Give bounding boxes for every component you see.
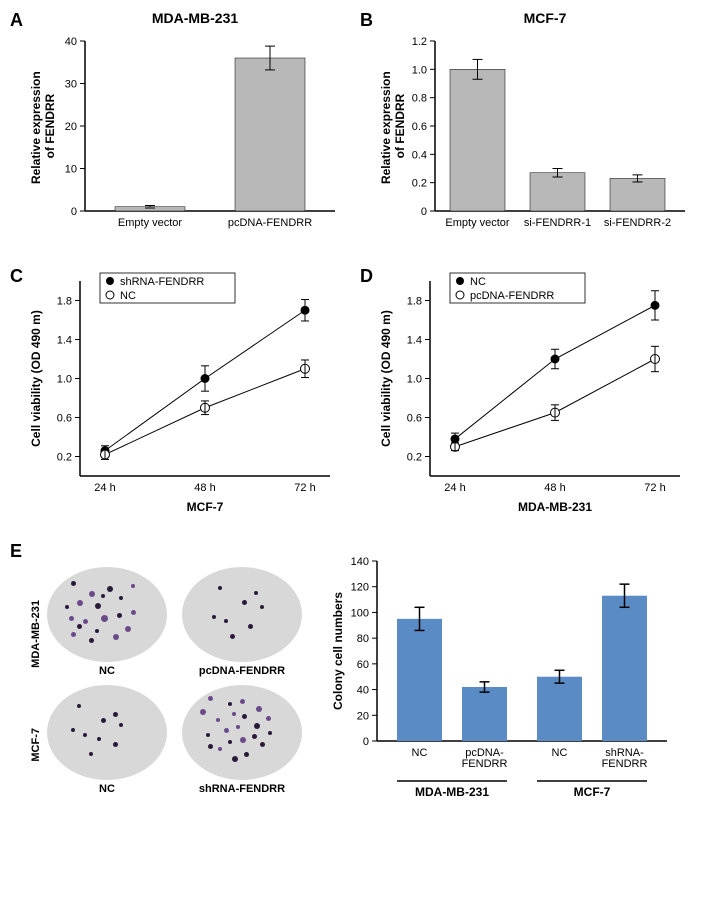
row-3: E MDA-MB-231 MCF-7 NC pcDNA-FENDRR NC sh… bbox=[10, 541, 700, 811]
bar-nc-mcf bbox=[537, 677, 582, 741]
row-1: A MDA-MB-231 0 10 20 30 40 Empty vector bbox=[10, 10, 700, 251]
svg-text:0.8: 0.8 bbox=[412, 93, 427, 105]
svg-text:MCF-7: MCF-7 bbox=[187, 500, 224, 514]
svg-text:pcDNA-FENDRR: pcDNA-FENDRR bbox=[462, 747, 508, 770]
panel-a-title: MDA-MB-231 bbox=[40, 10, 350, 26]
svg-text:Relative expression of F: Relative expression of FENDRR bbox=[29, 68, 57, 184]
bar-empty-vector-b bbox=[450, 69, 505, 211]
svg-text:0: 0 bbox=[421, 206, 427, 218]
panel-b-title: MCF-7 bbox=[390, 10, 700, 26]
svg-text:si-FENDRR-1: si-FENDRR-1 bbox=[524, 217, 591, 229]
colony-mcf-nc bbox=[47, 685, 167, 780]
svg-text:0.2: 0.2 bbox=[412, 178, 427, 190]
svg-text:30: 30 bbox=[65, 79, 77, 91]
row-2: C 0.2 0.6 1.0 1.4 1.8 shRNA-FENDRR NC bbox=[10, 266, 700, 526]
svg-text:MCF-7: MCF-7 bbox=[574, 785, 611, 799]
panel-b-chart: 0 0.2 0.4 0.6 0.8 1.0 1.2 Empty vector s… bbox=[360, 31, 700, 251]
colony-label-nc-2: NC bbox=[99, 783, 115, 795]
svg-text:1.4: 1.4 bbox=[407, 335, 422, 347]
svg-text:NC: NC bbox=[470, 276, 486, 288]
panel-b: B MCF-7 0 0.2 0.4 0.6 0.8 1.0 1.2 Empty … bbox=[360, 10, 700, 251]
svg-text:Empty vector: Empty vector bbox=[445, 217, 510, 229]
svg-text:pcDNA-FENDRR: pcDNA-FENDRR bbox=[228, 217, 312, 229]
svg-text:40: 40 bbox=[65, 36, 77, 48]
svg-text:60: 60 bbox=[357, 659, 369, 671]
colony-mcf-shrna bbox=[182, 685, 302, 780]
svg-text:0.2: 0.2 bbox=[407, 452, 422, 464]
svg-text:Colony cell numbers: Colony cell numbers bbox=[331, 592, 345, 710]
svg-text:0.6: 0.6 bbox=[407, 413, 422, 425]
panel-c: C 0.2 0.6 1.0 1.4 1.8 shRNA-FENDRR NC bbox=[10, 266, 350, 526]
svg-text:1.0: 1.0 bbox=[407, 374, 422, 386]
svg-text:24 h: 24 h bbox=[94, 482, 115, 494]
panel-e-chart: 0 20 40 60 80 100 120 140 NC pcDNA-FENDR… bbox=[322, 551, 682, 811]
svg-text:0: 0 bbox=[363, 736, 369, 748]
svg-text:20: 20 bbox=[357, 710, 369, 722]
colony-mda-pcdna bbox=[182, 567, 302, 662]
svg-text:72 h: 72 h bbox=[294, 482, 315, 494]
svg-text:Cell viability (OD 490 m): Cell viability (OD 490 m) bbox=[29, 310, 43, 447]
panel-d-chart: 0.2 0.6 1.0 1.4 1.8 NC pcDNA-FENDRR 24 h… bbox=[360, 266, 700, 526]
svg-text:10: 10 bbox=[65, 164, 77, 176]
svg-text:48 h: 48 h bbox=[544, 482, 565, 494]
svg-text:140: 140 bbox=[351, 556, 369, 568]
row-label-mcf: MCF-7 bbox=[30, 728, 42, 762]
svg-text:0.6: 0.6 bbox=[412, 121, 427, 133]
bar-si-fendrr-1 bbox=[530, 173, 585, 211]
row-label-mda: MDA-MB-231 bbox=[30, 600, 42, 668]
panel-d-label: D bbox=[360, 266, 373, 287]
svg-text:Empty vector: Empty vector bbox=[118, 217, 183, 229]
svg-text:0: 0 bbox=[71, 206, 77, 218]
svg-text:1.8: 1.8 bbox=[57, 296, 72, 308]
svg-text:0.6: 0.6 bbox=[57, 413, 72, 425]
svg-text:40: 40 bbox=[357, 685, 369, 697]
panel-c-chart: 0.2 0.6 1.0 1.4 1.8 shRNA-FENDRR NC 24 h… bbox=[10, 266, 350, 526]
colony-images: MDA-MB-231 MCF-7 NC pcDNA-FENDRR NC shRN… bbox=[30, 551, 302, 811]
figure-container: A MDA-MB-231 0 10 20 30 40 Empty vector bbox=[0, 0, 710, 836]
panel-e: E MDA-MB-231 MCF-7 NC pcDNA-FENDRR NC sh… bbox=[10, 541, 700, 811]
colony-label-pcdna: pcDNA-FENDRR bbox=[199, 665, 285, 677]
svg-text:48 h: 48 h bbox=[194, 482, 215, 494]
svg-text:NC: NC bbox=[412, 747, 428, 759]
panel-a-label: A bbox=[10, 10, 23, 31]
svg-text:24 h: 24 h bbox=[444, 482, 465, 494]
bar-pcdna-fendrr bbox=[235, 58, 305, 211]
bar-si-fendrr-2 bbox=[610, 178, 665, 211]
svg-text:MDA-MB-231: MDA-MB-231 bbox=[518, 500, 592, 514]
colony-label-nc-1: NC bbox=[99, 665, 115, 677]
svg-text:1.8: 1.8 bbox=[407, 296, 422, 308]
svg-text:Cell viability (OD 490 m): Cell viability (OD 490 m) bbox=[379, 310, 393, 447]
svg-text:100: 100 bbox=[351, 607, 369, 619]
colony-label-shrna: shRNA-FENDRR bbox=[199, 783, 285, 795]
svg-text:72 h: 72 h bbox=[644, 482, 665, 494]
svg-text:shRNA-FENDRR: shRNA-FENDRR bbox=[602, 747, 648, 770]
svg-text:0.4: 0.4 bbox=[412, 149, 427, 161]
svg-text:si-FENDRR-2: si-FENDRR-2 bbox=[604, 217, 671, 229]
panel-e-label: E bbox=[10, 541, 22, 562]
svg-text:Relative expression of F: Relative expression of FENDRR bbox=[379, 68, 407, 184]
svg-text:20: 20 bbox=[65, 121, 77, 133]
colony-mda-nc bbox=[47, 567, 167, 662]
bar-nc-mda bbox=[397, 619, 442, 741]
panel-a-chart: 0 10 20 30 40 Empty vector pcDNA-FENDRR … bbox=[10, 31, 350, 251]
svg-text:1.0: 1.0 bbox=[57, 374, 72, 386]
svg-text:NC: NC bbox=[120, 290, 136, 302]
bar-pcdna-mda bbox=[462, 687, 507, 741]
svg-text:1.2: 1.2 bbox=[412, 36, 427, 48]
svg-text:pcDNA-FENDRR: pcDNA-FENDRR bbox=[470, 290, 554, 302]
svg-text:80: 80 bbox=[357, 633, 369, 645]
svg-text:MDA-MB-231: MDA-MB-231 bbox=[415, 785, 489, 799]
svg-text:1.4: 1.4 bbox=[57, 335, 72, 347]
panel-c-label: C bbox=[10, 266, 23, 287]
bar-empty-vector bbox=[115, 207, 185, 211]
panel-d: D 0.2 0.6 1.0 1.4 1.8 NC pcDNA-FENDRR 2 bbox=[360, 266, 700, 526]
svg-text:NC: NC bbox=[552, 747, 568, 759]
svg-text:shRNA-FENDRR: shRNA-FENDRR bbox=[120, 276, 204, 288]
svg-text:120: 120 bbox=[351, 582, 369, 594]
svg-text:1.0: 1.0 bbox=[412, 64, 427, 76]
panel-b-label: B bbox=[360, 10, 373, 31]
bar-shrna-mcf bbox=[602, 596, 647, 741]
panel-a: A MDA-MB-231 0 10 20 30 40 Empty vector bbox=[10, 10, 350, 251]
svg-text:0.2: 0.2 bbox=[57, 452, 72, 464]
